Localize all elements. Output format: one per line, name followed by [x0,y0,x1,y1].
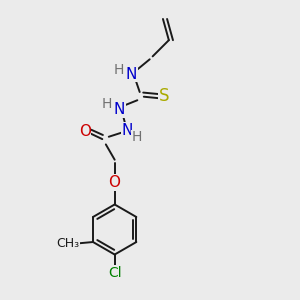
Text: N: N [122,123,133,138]
Text: H: H [131,130,142,144]
Text: O: O [79,124,91,139]
Text: N: N [113,102,125,117]
Text: S: S [159,87,170,105]
Text: H: H [102,98,112,111]
Text: Cl: Cl [108,266,122,280]
Text: N: N [125,67,137,82]
Text: CH₃: CH₃ [56,237,80,250]
Text: H: H [114,63,124,77]
Text: O: O [108,175,120,190]
